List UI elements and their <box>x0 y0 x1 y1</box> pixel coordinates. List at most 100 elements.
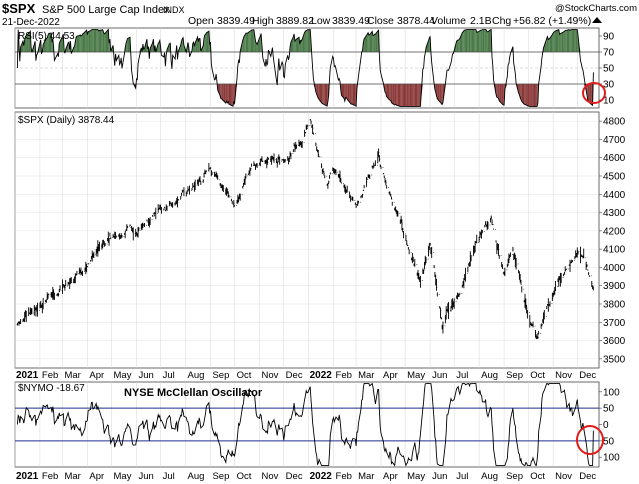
overbought-fill <box>248 31 250 52</box>
overbought-fill <box>90 29 92 52</box>
overbought-fill <box>29 31 31 52</box>
overbought-fill <box>574 29 576 52</box>
price-tick-label: 3800 <box>603 300 626 311</box>
overbought-fill <box>367 32 369 52</box>
overbought-fill <box>457 40 459 52</box>
overbought-fill <box>102 29 104 52</box>
oversold-fill <box>395 84 397 105</box>
overbought-fill <box>487 31 488 52</box>
overbought-fill <box>256 43 258 52</box>
price-tick-label: 3500 <box>603 354 626 365</box>
price-tick-label: 4400 <box>603 190 626 201</box>
overbought-fill <box>68 42 69 52</box>
x-axis-label: Mar <box>64 370 80 381</box>
overbought-fill <box>366 34 368 52</box>
overbought-fill <box>456 40 458 52</box>
oversold-fill <box>413 84 415 107</box>
oversold-fill <box>392 84 395 105</box>
oversold-fill <box>318 84 320 100</box>
overbought-fill <box>463 30 465 52</box>
overbought-fill <box>566 30 567 52</box>
overbought-fill <box>87 31 89 52</box>
oversold-fill <box>407 84 409 107</box>
overbought-fill <box>575 29 577 52</box>
oversold-fill <box>414 84 418 107</box>
overbought-fill <box>576 29 578 52</box>
x-axis-label: Apr <box>89 471 104 482</box>
oversold-fill <box>524 84 526 105</box>
rsi-highlight-circle <box>582 82 606 104</box>
overbought-fill <box>97 29 99 52</box>
overbought-fill <box>97 29 98 52</box>
oversold-fill <box>439 84 441 103</box>
overbought-fill <box>28 32 30 52</box>
price-tick-label: 3700 <box>603 318 626 329</box>
oversold-fill <box>498 84 500 101</box>
overbought-fill <box>486 30 488 52</box>
overbought-fill <box>91 29 93 52</box>
volume-value: 2.1B <box>470 15 492 27</box>
overbought-fill <box>549 38 550 52</box>
oversold-fill <box>524 84 525 105</box>
rsi-tick-label: 90 <box>603 32 615 43</box>
oversold-fill <box>405 84 407 107</box>
overbought-fill <box>302 32 305 52</box>
overbought-fill <box>85 30 87 52</box>
overbought-fill <box>86 30 88 52</box>
overbought-fill <box>565 30 567 52</box>
overbought-fill <box>479 30 480 52</box>
overbought-fill <box>80 34 81 52</box>
overbought-fill <box>158 40 160 52</box>
oversold-fill <box>346 84 348 100</box>
overbought-fill <box>295 39 297 52</box>
x-axis-label: Jun <box>432 370 447 381</box>
overbought-fill <box>294 39 296 52</box>
oversold-fill <box>497 84 499 99</box>
overbought-fill <box>79 34 81 52</box>
oversold-fill <box>503 84 505 106</box>
oversold-fill <box>396 84 398 106</box>
overbought-fill <box>244 34 246 52</box>
overbought-fill <box>62 34 64 52</box>
overbought-fill <box>260 33 262 52</box>
oversold-fill <box>587 84 589 102</box>
nymo-line <box>16 382 594 467</box>
overbought-fill <box>101 29 103 52</box>
overbought-fill <box>566 29 570 52</box>
overbought-fill <box>561 31 564 52</box>
x-axis-label: Oct <box>237 370 252 381</box>
oversold-fill <box>350 84 352 105</box>
ohlc-stats: Open 3839.49 High 3889.82 Low 3839.49 Cl… <box>188 15 602 27</box>
index-name: S&P 500 Large Cap Index <box>42 4 170 16</box>
overbought-fill <box>99 30 102 52</box>
x-axis-label: Mar <box>358 471 374 482</box>
oversold-fill <box>319 84 322 103</box>
overbought-fill <box>481 29 483 52</box>
x-axis-label: Feb <box>336 370 352 381</box>
overbought-fill <box>570 29 572 52</box>
high-label: High <box>252 15 274 27</box>
overbought-fill <box>368 32 369 52</box>
x-axis-lower: 2021 Feb Mar Apr May Jun Jul Aug Sep Oct Nov Dec 202… <box>16 471 596 482</box>
overbought-fill <box>182 37 184 52</box>
oversold-fill <box>442 84 443 105</box>
overbought-fill <box>373 34 375 52</box>
nymo-highlight-circle <box>576 425 604 455</box>
overbought-fill <box>572 29 575 52</box>
overbought-fill <box>475 29 477 52</box>
oversold-fill <box>226 84 228 103</box>
nymo-label: $NYMO -18.67 <box>18 383 85 394</box>
oversold-fill <box>499 84 502 104</box>
x-axis-label: Jul <box>456 370 468 381</box>
oversold-fill <box>535 84 537 107</box>
overbought-fill <box>470 29 472 52</box>
oversold-fill <box>323 84 325 105</box>
overbought-fill <box>306 30 307 52</box>
overbought-fill <box>473 29 475 52</box>
x-axis-label: Jul <box>456 471 468 482</box>
x-axis-label: Aug <box>188 471 205 482</box>
overbought-fill <box>467 29 469 52</box>
overbought-fill <box>484 29 486 52</box>
oversold-fill <box>437 84 440 102</box>
overbought-fill <box>250 30 252 52</box>
